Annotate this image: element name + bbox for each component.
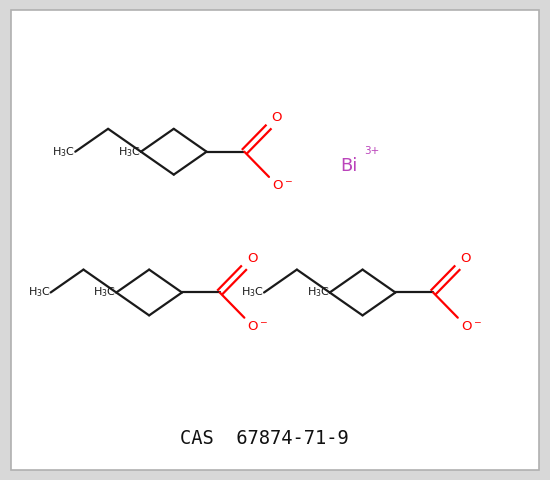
Text: 3+: 3+ (364, 145, 380, 156)
Text: CAS  67874-71-9: CAS 67874-71-9 (180, 429, 349, 447)
Text: $\mathregular{H_3C}$: $\mathregular{H_3C}$ (94, 286, 116, 300)
Text: $\mathregular{O^-}$: $\mathregular{O^-}$ (247, 320, 268, 333)
Text: $\mathregular{O^-}$: $\mathregular{O^-}$ (460, 320, 482, 333)
Text: $\mathregular{H_3C}$: $\mathregular{H_3C}$ (118, 145, 141, 158)
Text: $\mathregular{H_3C}$: $\mathregular{H_3C}$ (307, 286, 329, 300)
Text: $\mathregular{H_3C}$: $\mathregular{H_3C}$ (52, 145, 75, 158)
Text: O: O (460, 252, 471, 265)
Text: $\mathregular{H_3C}$: $\mathregular{H_3C}$ (28, 286, 51, 300)
Text: O: O (247, 252, 257, 265)
Text: $\mathregular{H_3C}$: $\mathregular{H_3C}$ (241, 286, 264, 300)
Text: O: O (272, 111, 282, 124)
Text: $\mathregular{O^-}$: $\mathregular{O^-}$ (272, 180, 293, 192)
Text: Bi: Bi (340, 157, 358, 175)
